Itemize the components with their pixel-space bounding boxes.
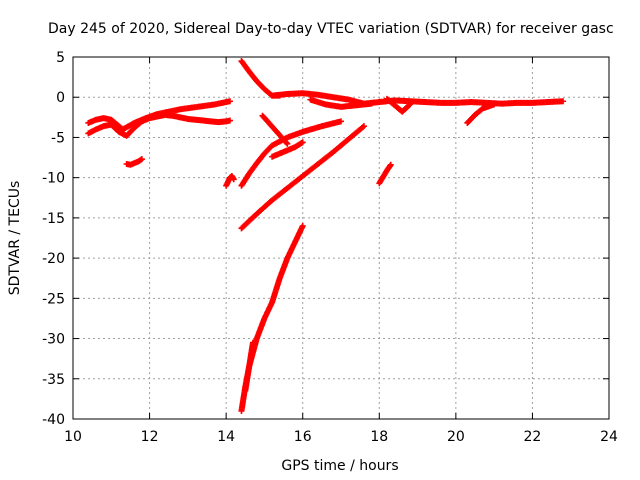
x-tick-label: 12 [141, 429, 159, 445]
data-point [491, 101, 498, 108]
series-13 [376, 161, 394, 187]
data-point [299, 139, 306, 146]
y-tick-label: 5 [56, 50, 65, 66]
x-tick-label: 20 [447, 429, 465, 445]
x-tick-label: 22 [524, 429, 542, 445]
y-axis-label: SDTVAR / TECUs [7, 181, 23, 296]
y-tick-label: -35 [42, 372, 65, 388]
data-point [359, 124, 366, 131]
series-11 [238, 123, 367, 232]
data-point [299, 222, 306, 229]
series-15 [242, 339, 256, 394]
series-7 [307, 96, 375, 110]
data-point [406, 101, 413, 108]
y-tick-label: -10 [42, 171, 65, 187]
y-tick-label: -40 [42, 412, 65, 428]
x-tick-label: 10 [64, 429, 82, 445]
y-tick-label: 0 [56, 90, 65, 106]
plot-frame [72, 56, 610, 420]
series-10 [238, 118, 344, 189]
data-point [226, 98, 233, 105]
series-8 [383, 95, 413, 115]
y-tick-label: -20 [42, 251, 65, 267]
grid-lines [73, 57, 609, 419]
data-point [283, 139, 290, 146]
data-point [360, 123, 367, 130]
series-12 [269, 139, 306, 160]
series-3 [123, 156, 145, 168]
data-points [85, 58, 567, 414]
series-2 [85, 98, 233, 133]
x-tick-label: 14 [217, 429, 235, 445]
data-point [284, 140, 291, 147]
x-tick-label: 16 [294, 429, 312, 445]
series-9 [464, 101, 498, 126]
y-tick-label: -5 [51, 130, 65, 146]
series-4 [223, 173, 237, 189]
series-16 [259, 112, 291, 147]
y-tick-label: -30 [42, 332, 65, 348]
data-point [387, 161, 394, 168]
x-tick-label: 24 [600, 429, 618, 445]
data-point [138, 156, 145, 163]
data-point [226, 117, 233, 124]
x-tick-label: 18 [370, 429, 388, 445]
axis-ticks: 10 12 14 16 18 20 22 24 5 0 -5 -10 -15 -20 -25 -30 -35 -4… [42, 50, 618, 445]
data-point [368, 100, 375, 107]
y-tick-label: -25 [42, 291, 65, 307]
x-axis-label: GPS time / hours [281, 458, 398, 474]
data-point [338, 118, 344, 125]
y-tick-label: -15 [42, 211, 65, 227]
chart-title: Day 245 of 2020, Sidereal Day-to-day VTE… [48, 21, 614, 37]
data-point [405, 102, 412, 109]
data-point [230, 176, 237, 183]
data-point [560, 98, 567, 105]
data-point [249, 339, 256, 346]
